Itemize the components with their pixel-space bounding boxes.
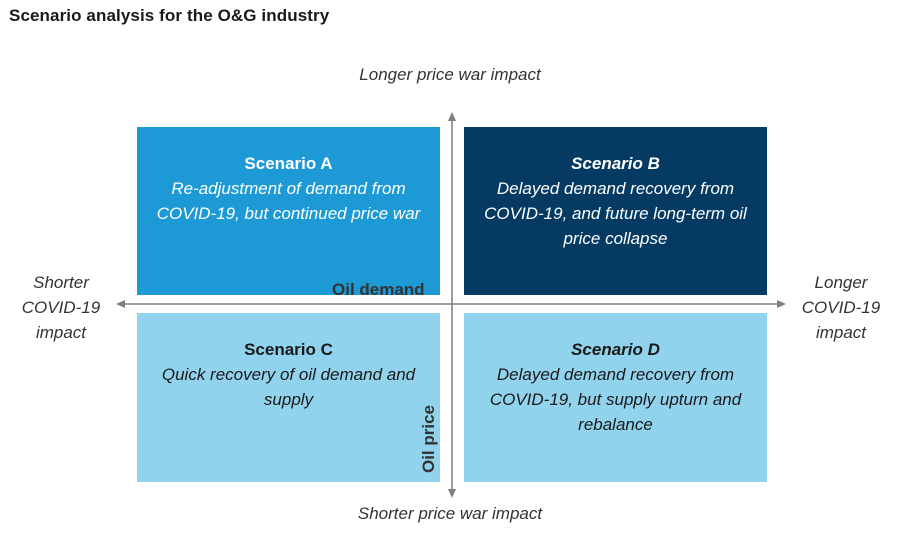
- scenario-b-description: Delayed demand recovery from COVID-19, a…: [484, 179, 747, 248]
- horizontal-axis-name: Oil demand: [332, 280, 425, 299]
- right-arrowhead: [777, 300, 786, 308]
- scenario-a-title: Scenario A: [244, 154, 333, 173]
- bottom-axis-label: Shorter price war impact: [357, 504, 543, 523]
- left-axis-label: Shorter COVID-19 impact: [21, 273, 101, 342]
- scenario-c-quadrant: Scenario C Quick recovery of oil demand …: [137, 313, 440, 482]
- right-axis-label: Longer COVID-19 impact: [801, 273, 881, 342]
- top-axis-label: Longer price war impact: [359, 65, 541, 84]
- scenario-d-quadrant: Scenario D Delayed demand recovery from …: [464, 313, 767, 482]
- top-arrowhead: [448, 112, 456, 121]
- bottom-arrowhead: [448, 489, 456, 498]
- vertical-axis-name: Oil price: [419, 404, 439, 474]
- scenario-a-description: Re-adjustment of demand from COVID-19, b…: [156, 179, 421, 223]
- left-arrowhead: [116, 300, 125, 308]
- scenario-c-description: Quick recovery of oil demand and supply: [161, 365, 416, 409]
- scenario-b-title: Scenario B: [571, 154, 660, 173]
- scenario-b-quadrant: Scenario B Delayed demand recovery from …: [464, 127, 767, 295]
- scenario-d-description: Delayed demand recovery from COVID-19, b…: [489, 365, 742, 434]
- scenario-d-title: Scenario D: [571, 340, 660, 359]
- page-title: Scenario analysis for the O&G industry: [9, 6, 330, 25]
- scenario-c-title: Scenario C: [244, 340, 333, 359]
- scenario-a-quadrant: Scenario A Re-adjustment of demand from …: [137, 127, 440, 295]
